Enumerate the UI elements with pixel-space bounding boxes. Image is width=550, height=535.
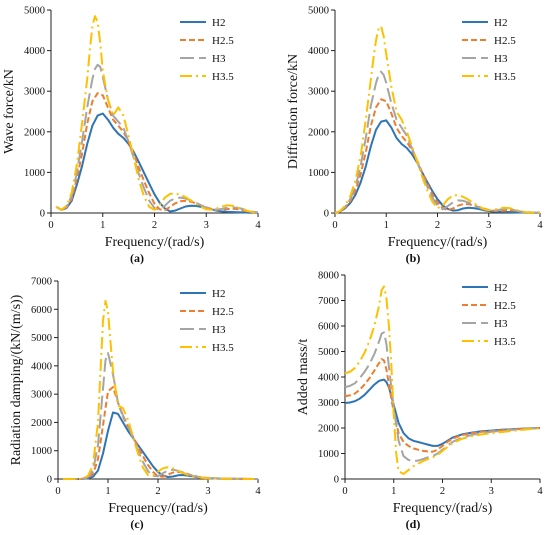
- y-tick-label: 2000: [24, 127, 45, 138]
- series-line-H2-5: [63, 386, 258, 480]
- y-tick-label: 2000: [318, 424, 339, 435]
- x-tick-label: 3: [489, 486, 494, 497]
- y-tick-label: 6000: [31, 305, 52, 316]
- x-tick-label: 1: [391, 486, 396, 497]
- series-line-H2-5: [334, 98, 541, 214]
- y-tick-label: 4000: [318, 373, 339, 384]
- y-tick-label: 1000: [31, 446, 52, 457]
- legend-label: H3.5: [494, 336, 516, 348]
- legend-label: H2.5: [494, 300, 516, 312]
- series-line-H3: [334, 70, 541, 214]
- chart-panel-4: 0 1 2 3 4 0 1000 2000 3000 4000 5000 6000 7000 8000 H2…: [296, 271, 543, 532]
- x-tick-label: 2: [435, 220, 440, 231]
- y-tick-label: 0: [47, 475, 52, 486]
- x-tick-label: 1: [100, 220, 105, 231]
- y-tick-label: 5000: [24, 6, 45, 17]
- x-axis-title: Frequency/(rad/s): [108, 501, 208, 516]
- panel-label: (c): [130, 517, 143, 531]
- x-tick-label: 2: [440, 486, 445, 497]
- x-tick-label: 2: [155, 486, 160, 497]
- series-line-H2: [55, 112, 259, 214]
- x-axis-title: Frequency/(rad/s): [393, 501, 493, 516]
- legend-label: H2: [212, 288, 225, 300]
- panel-label: (b): [406, 251, 421, 265]
- series-line-H3-5: [55, 15, 259, 214]
- x-axis-title: Frequency/(rad/s): [388, 235, 488, 250]
- y-tick-label: 2000: [308, 127, 329, 138]
- series-line-H2: [334, 119, 541, 214]
- y-tick-label: 1000: [318, 449, 339, 460]
- legend-label: H3.5: [494, 71, 516, 83]
- y-tick-label: 6000: [318, 322, 339, 333]
- series-line-H3: [55, 63, 259, 214]
- y-tick-label: 3000: [308, 87, 329, 98]
- y-axis-title: Radiation damping/(kN/(m/s)): [9, 294, 24, 465]
- x-tick-label: 1: [105, 486, 110, 497]
- legend-label: H2.5: [212, 306, 234, 318]
- x-tick-label: 4: [255, 486, 261, 497]
- y-tick-label: 5000: [318, 347, 339, 358]
- x-tick-label: 3: [204, 220, 209, 231]
- y-tick-label: 2000: [31, 418, 52, 429]
- legend-label: H3: [212, 324, 226, 336]
- x-axis-title: Frequency/(rad/s): [105, 235, 205, 250]
- chart-panel-1: 0 1 2 3 4 0 1000 2000 3000 4000 5000 H2 H2.5 H3 H3.5 Fr…: [2, 6, 261, 266]
- legend-label: H2.5: [212, 35, 234, 47]
- x-tick-label: 0: [332, 220, 337, 231]
- y-tick-label: 0: [334, 475, 339, 486]
- y-axis-title: Wave force/kN: [2, 69, 17, 154]
- series-line-H2-5: [55, 92, 259, 214]
- y-tick-label: 5000: [31, 333, 52, 344]
- y-tick-label: 4000: [308, 46, 329, 57]
- legend-label: H2: [494, 17, 507, 29]
- x-tick-label: 2: [152, 220, 157, 231]
- series-line-H2-5: [344, 358, 541, 453]
- legend-label: H3: [212, 53, 226, 65]
- chart-panel-2: 0 1 2 3 4 0 1000 2000 3000 4000 5000 H2 H2.5 H3 H3.5 Fr…: [286, 6, 543, 266]
- panel-label: (a): [130, 251, 144, 265]
- series-line-H3: [344, 331, 541, 463]
- y-tick-label: 0: [40, 209, 45, 220]
- legend-label: H3.5: [212, 342, 234, 354]
- y-tick-label: 3000: [31, 390, 52, 401]
- x-tick-label: 4: [537, 486, 543, 497]
- y-tick-label: 5000: [308, 6, 329, 17]
- chart-panel-3: 0 1 2 3 4 0 1000 2000 3000 4000 5000 6000 7000 H2 H2.5…: [9, 277, 261, 532]
- x-tick-label: 4: [255, 220, 261, 231]
- legend-label: H3: [494, 318, 508, 330]
- series-line-H2: [344, 378, 541, 447]
- y-tick-label: 3000: [24, 87, 45, 98]
- legend-label: H2.5: [494, 35, 516, 47]
- y-tick-label: 4000: [24, 46, 45, 57]
- y-tick-label: 3000: [318, 398, 339, 409]
- x-tick-label: 0: [342, 486, 347, 497]
- legend-label: H2: [212, 17, 225, 29]
- series-line-H3-5: [344, 285, 541, 475]
- x-tick-label: 1: [384, 220, 389, 231]
- series-line-H3: [63, 352, 258, 480]
- y-axis-title: Diffraction force/kN: [286, 54, 301, 169]
- legend-label: H3.5: [212, 71, 234, 83]
- x-tick-label: 3: [486, 220, 491, 231]
- y-axis-title: Added mass/t: [296, 339, 311, 416]
- y-tick-label: 7000: [318, 296, 339, 307]
- y-tick-label: 0: [324, 209, 329, 220]
- legend-label: H3: [494, 53, 508, 65]
- legend-label: H2: [494, 282, 507, 294]
- x-tick-label: 0: [48, 220, 53, 231]
- y-tick-label: 1000: [24, 168, 45, 179]
- y-tick-label: 4000: [31, 361, 52, 372]
- x-tick-label: 3: [205, 486, 210, 497]
- panel-label: (d): [406, 517, 421, 531]
- x-tick-label: 0: [55, 486, 60, 497]
- y-tick-label: 8000: [318, 271, 339, 282]
- series-line-H3-5: [63, 299, 258, 480]
- x-tick-label: 4: [537, 220, 543, 231]
- series-line-H3-5: [334, 25, 541, 214]
- y-tick-label: 1000: [308, 168, 329, 179]
- y-tick-label: 7000: [31, 277, 52, 288]
